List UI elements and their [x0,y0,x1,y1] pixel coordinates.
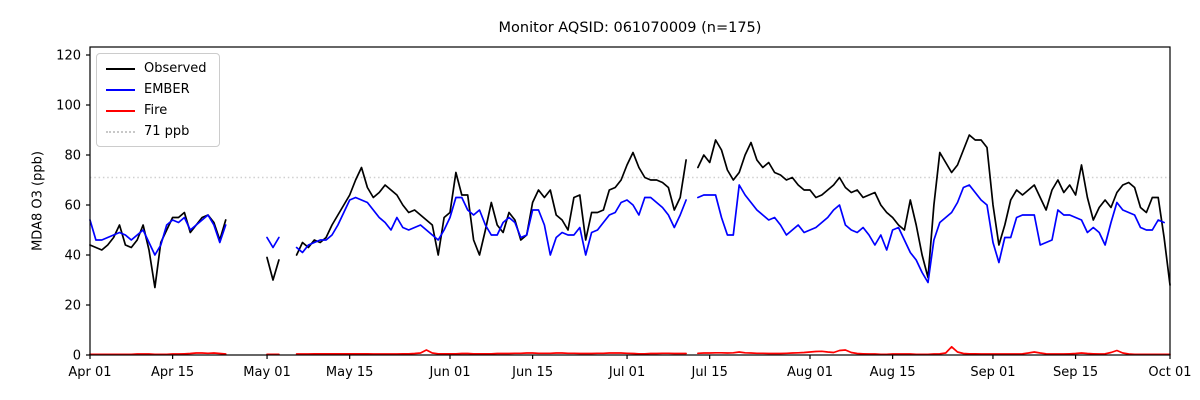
x-tick-label: Jun 01 [429,365,471,380]
x-tick-label: May 15 [326,365,374,380]
y-tick-label: 40 [64,249,81,264]
legend-swatch [106,109,135,112]
legend-swatch [106,88,135,91]
x-tick-label: Apr 01 [68,365,111,380]
legend-item-fire: Fire [106,102,207,119]
y-axis-label: MDA8 O3 (ppb) [30,151,46,251]
x-tick-label: Aug 15 [870,365,916,380]
legend-item-observed: Observed [106,60,207,77]
fire-line [89,345,1171,356]
y-tick-label: 0 [73,349,81,364]
legend-label: EMBER [144,82,190,97]
legend-label: Observed [144,61,207,76]
legend-item-71-ppb: 71 ppb [106,123,207,140]
y-tick-label: 100 [56,99,81,114]
observed-line [89,134,1171,289]
y-tick-label: 60 [64,199,81,214]
axes-border [89,46,1171,356]
y-tick-label: 20 [64,299,81,314]
legend-swatch [106,130,135,133]
x-tick-label: Sep 15 [1053,365,1098,380]
legend-swatch [106,67,135,70]
x-tick-label: Aug 01 [787,365,833,380]
x-tick-label: Sep 01 [970,365,1015,380]
ember-line [89,184,1165,284]
legend: Observed EMBER Fire 71 ppb [96,53,220,147]
x-tick-label: Oct 01 [1148,365,1191,380]
y-tick-label: 80 [64,149,81,164]
legend-label: 71 ppb [144,124,190,139]
legend-label: Fire [144,103,168,118]
x-tick-label: May 01 [243,365,291,380]
x-tick-label: Jul 01 [608,365,645,380]
legend-item-ember: EMBER [106,81,207,98]
x-tick-label: Jul 15 [690,365,727,380]
chart-title: Monitor AQSID: 061070009 (n=175) [498,20,762,36]
y-tick-label: 120 [56,49,81,64]
x-tick-label: Jun 15 [511,365,553,380]
x-tick-label: Apr 15 [151,365,194,380]
